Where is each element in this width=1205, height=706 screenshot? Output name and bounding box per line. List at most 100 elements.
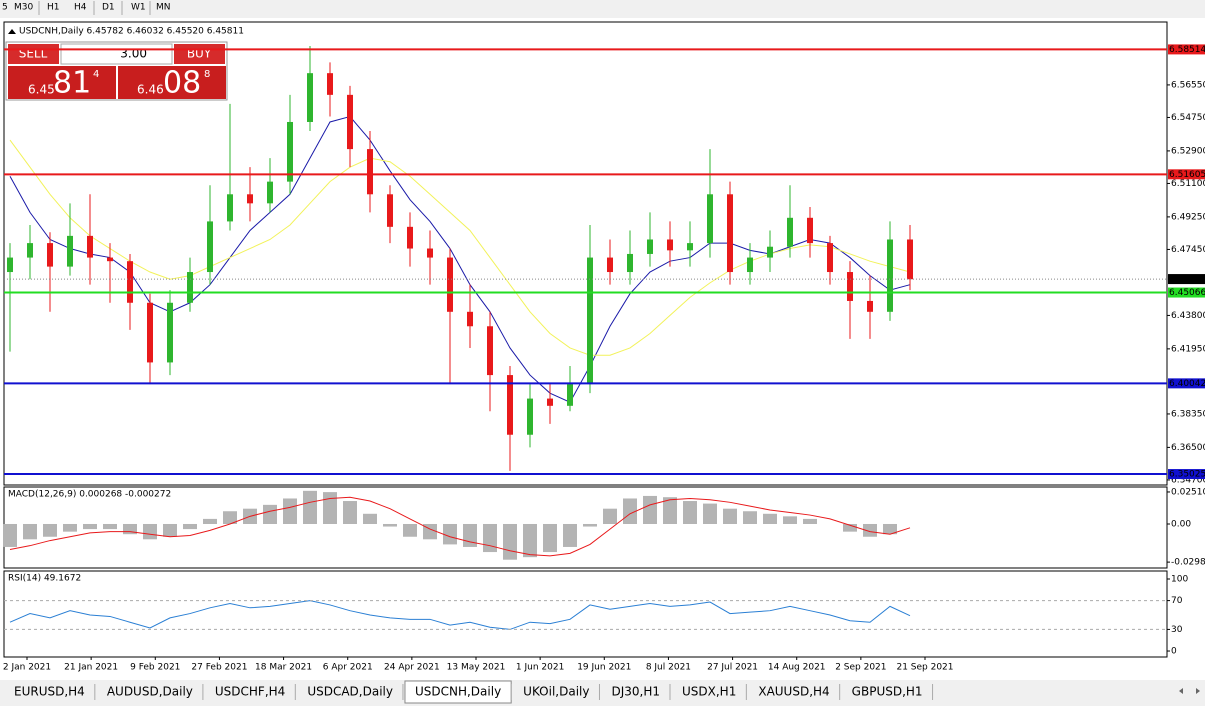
timeframe-button[interactable]: H4 <box>74 3 87 13</box>
tab-label[interactable]: XAUUSD,H4 <box>758 685 829 699</box>
candle-body <box>827 243 833 273</box>
macd-bar <box>743 511 757 524</box>
candle-body <box>107 257 113 262</box>
candle-body <box>507 375 513 435</box>
candle-body <box>447 257 453 312</box>
timeframe-button[interactable]: M30 <box>14 3 33 13</box>
macd-bar <box>323 492 337 524</box>
ask-prefix[interactable]: 6.46 <box>137 83 164 97</box>
y-tick-label: 0.00 <box>1171 519 1191 529</box>
y-tick-label: 6.56550 <box>1171 80 1205 90</box>
y-tick-label: 6.36500 <box>1171 443 1205 453</box>
tab-label[interactable]: AUDUSD,Daily <box>107 685 193 699</box>
macd-bar <box>3 523 17 547</box>
indicator-title: MACD(12,26,9) 0.000268 -0.000272 <box>8 490 171 500</box>
tab[interactable] <box>672 681 747 703</box>
candle-body <box>87 235 93 258</box>
y-tick-label: 0 <box>1171 647 1177 657</box>
macd-bar <box>103 523 117 530</box>
macd-panel <box>3 486 1168 569</box>
macd-bar <box>763 513 777 524</box>
x-tick-label: 24 Apr 2021 <box>384 663 440 673</box>
macd-bar <box>523 523 537 558</box>
tab-label[interactable]: GBPUSD,H1 <box>852 685 923 699</box>
macd-bar <box>803 518 817 524</box>
tab-label[interactable]: USDCHF,H4 <box>215 685 285 699</box>
timeframe-button[interactable]: D1 <box>102 3 115 13</box>
candle-body <box>67 235 73 267</box>
tab[interactable] <box>748 681 840 703</box>
tab[interactable] <box>841 681 933 703</box>
ask-sup[interactable]: 8 <box>204 69 210 80</box>
macd-bar <box>43 523 57 537</box>
signal-line <box>9 496 911 557</box>
macd-bar <box>863 523 877 537</box>
level-tag <box>1168 378 1205 389</box>
tab-label[interactable]: USDCAD,Daily <box>307 685 393 699</box>
tab-label[interactable]: EURUSD,H4 <box>14 685 85 699</box>
ask-big[interactable]: 08 <box>163 66 201 101</box>
x-tick-label: 2 Sep 2021 <box>835 663 886 673</box>
volume-input[interactable] <box>60 43 173 65</box>
candle-body <box>407 226 413 249</box>
macd-bar <box>543 523 557 553</box>
macd-bar <box>603 508 617 524</box>
tab[interactable] <box>4 681 95 703</box>
candle-body <box>427 248 433 258</box>
x-tick-label: 8 Jul 2021 <box>646 663 691 673</box>
candle-body <box>307 73 313 122</box>
candle-body <box>547 398 553 406</box>
candle-body <box>847 272 853 301</box>
tab[interactable] <box>204 681 296 703</box>
candle-body <box>267 181 273 204</box>
macd-bar <box>403 523 417 537</box>
level-tag <box>1168 44 1205 55</box>
level-label: 6.58514 <box>1169 45 1205 55</box>
macd-bar <box>163 523 177 537</box>
bid-box[interactable] <box>8 66 116 99</box>
candle-body <box>387 194 393 227</box>
x-tick-label: 1 Jun 2021 <box>516 663 564 673</box>
macd-bar <box>203 518 217 524</box>
x-tick-label: 19 Jun 2021 <box>577 663 631 673</box>
y-tick-label: -0.02988 <box>1171 558 1205 568</box>
tab-label[interactable]: DJ30,H1 <box>611 685 660 699</box>
y-tick-label: 0.025108 <box>1171 487 1205 497</box>
tab[interactable] <box>513 681 600 703</box>
candle-body <box>707 194 713 244</box>
y-tick-label: 70 <box>1171 596 1183 606</box>
candle-body <box>487 326 493 376</box>
tab[interactable] <box>96 681 203 703</box>
tab-label[interactable]: UKOil,Daily <box>523 685 589 699</box>
collapse-icon <box>8 29 16 34</box>
macd-bar <box>723 508 737 524</box>
x-tick-label: 21 Jan 2021 <box>64 663 118 673</box>
tab[interactable] <box>601 681 670 703</box>
bid-prefix[interactable]: 6.45 <box>28 83 55 97</box>
candle-body <box>687 243 693 251</box>
candle-body <box>187 272 193 303</box>
bid-sup[interactable]: 4 <box>93 69 99 80</box>
bid-big[interactable]: 81 <box>53 66 91 101</box>
candle-body <box>567 384 573 406</box>
candle-body <box>207 221 213 273</box>
timeframe-button[interactable]: MN <box>156 3 171 13</box>
candle-body <box>127 261 133 303</box>
tab[interactable] <box>297 681 403 703</box>
tab-label[interactable]: USDCNH,Daily <box>415 685 501 699</box>
candle-body <box>887 239 893 312</box>
tab-label[interactable]: USDX,H1 <box>682 685 736 699</box>
ask-box[interactable] <box>118 66 226 99</box>
macd-bar <box>123 523 137 535</box>
macd-bar <box>143 523 157 540</box>
candle-body <box>47 243 53 267</box>
timeframe-button[interactable]: H1 <box>47 3 60 13</box>
candle-body <box>367 149 373 195</box>
candle-body <box>467 311 473 327</box>
candle-body <box>327 73 333 95</box>
macd-bar <box>363 513 377 524</box>
candle-body <box>167 302 173 363</box>
timeframe-button[interactable]: 5 <box>2 3 8 13</box>
timeframe-button[interactable]: W1 <box>131 3 146 13</box>
